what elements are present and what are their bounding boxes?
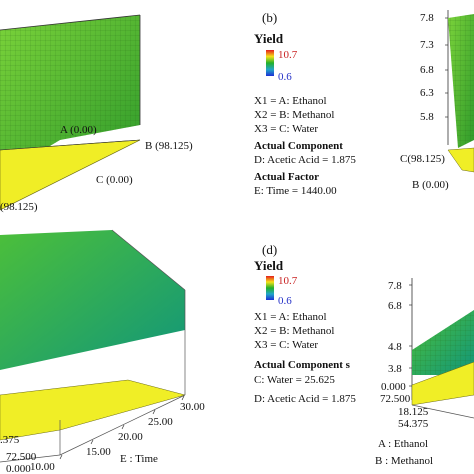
tr-vertex-label-c: C(98.125): [400, 153, 445, 165]
bl-y-tick-partial: .375: [0, 434, 20, 446]
tl-vertex-label-d: (98.125): [0, 201, 38, 213]
panel-bottom-left: 10.00 15.00 20.00 25.00 30.00 E : Time .…: [0, 229, 205, 474]
br-y-tick-label: 54.375: [398, 418, 429, 430]
tr-z-tick-label: 7.8: [420, 12, 434, 24]
tl-base-edge: [0, 139, 141, 151]
panel-d-section1: Actual Component s: [254, 359, 351, 371]
panel-d-line-x2: X2 = B: Methanol: [254, 325, 334, 337]
tl-surface-mesh: [0, 15, 140, 170]
panel-d-legend: (d) Yield 10.7 0.6 X1 = A: Ethanol X2 = …: [254, 242, 356, 405]
bl-surface: [0, 230, 185, 370]
panel-b-line-x1: X1 = A: Ethanol: [254, 95, 327, 107]
br-axis-label-a: A : Ethanol: [378, 438, 428, 450]
br-z-tick-label: 6.8: [388, 300, 402, 312]
bl-y-tick-label: 72.500: [6, 451, 37, 463]
br-y-tick-label: 18.125: [398, 406, 429, 418]
panel-b-colorbar: [266, 50, 274, 76]
tr-surface-mesh: [448, 14, 474, 148]
panel-b-tag: (b): [262, 10, 277, 25]
panel-top-right: 7.8 7.3 6.8 6.3 5.8 C(98.125) B (0.00): [400, 10, 474, 191]
panel-d-legend-min: 0.6: [278, 295, 292, 307]
br-axis-label-b: B : Methanol: [375, 455, 433, 467]
panel-b-line-x2: X2 = B: Methanol: [254, 109, 334, 121]
br-surface-mesh: [412, 310, 474, 375]
br-z-tick-label: 3.8: [388, 363, 402, 375]
br-box-edge: [411, 404, 474, 419]
br-y-tick-label: 72.500: [380, 393, 411, 405]
panel-b-section2-line: E: Time = 1440.00: [254, 185, 337, 197]
br-z-ticks: [409, 284, 412, 387]
bl-y-tick-label: 0.000: [6, 463, 31, 474]
bl-box-edge: [59, 394, 186, 456]
panel-top-left: A (0.00) B (98.125) C (0.00) (98.125): [0, 14, 193, 213]
panel-d-legend-title: Yield: [254, 258, 284, 273]
bl-x-tick-label: 15.00: [86, 446, 111, 458]
bl-x-tick-label: 10.00: [30, 461, 55, 473]
tl-vertex-label-a: A (0.00): [60, 124, 97, 136]
panel-b-legend-title: Yield: [254, 31, 284, 46]
panel-d-line1: C: Water = 25.625: [254, 374, 335, 386]
tl-box-edge: [0, 14, 141, 31]
panel-b-section2: Actual Factor: [254, 171, 319, 183]
br-z-tick-label: 7.8: [388, 280, 402, 292]
bl-x-ticks: [59, 395, 185, 460]
tl-vertex-label-c: C (0.00): [96, 174, 133, 186]
bl-x-tick-label: 20.00: [118, 431, 143, 443]
panel-b-legend: (b) Yield 10.7 0.6 X1 = A: Ethanol X2 = …: [254, 10, 356, 197]
bl-box-edge: [111, 229, 186, 291]
panel-d-line-x1: X1 = A: Ethanol: [254, 311, 327, 323]
panel-b-legend-max: 10.7: [278, 49, 298, 61]
tr-z-tick-label: 5.8: [420, 111, 434, 123]
panel-d-legend-max: 10.7: [278, 275, 298, 287]
br-base-plane: [411, 361, 474, 406]
tr-z-tick-label: 7.3: [420, 39, 434, 51]
bl-x-axis-label: E : Time: [120, 453, 158, 465]
tr-base: [447, 147, 474, 173]
panel-b-legend-min: 0.6: [278, 71, 292, 83]
tl-vertex-label-b: B (98.125): [145, 140, 193, 152]
tr-z-tick-label: 6.3: [420, 87, 434, 99]
panel-b-section1: Actual Component: [254, 140, 343, 152]
bl-base-plane: [0, 379, 186, 441]
br-z-tick-label: 0.000: [381, 381, 406, 393]
bl-x-tick-label: 25.00: [148, 416, 173, 428]
panel-b-section1-line: D: Acetic Acid = 1.875: [254, 154, 356, 166]
tr-z-tick-label: 6.8: [420, 64, 434, 76]
panel-b-line-x3: X3 = C: Water: [254, 123, 318, 135]
bl-box-edge: [0, 454, 61, 463]
tr-vertex-label-b: B (0.00): [412, 179, 449, 191]
panel-d-line-x3: X3 = C: Water: [254, 339, 318, 351]
bl-x-tick-label: 30.00: [180, 401, 205, 413]
tr-z-ticks: [445, 17, 448, 118]
br-z-tick-label: 4.8: [388, 341, 402, 353]
panel-d-colorbar: [266, 276, 274, 300]
panel-bottom-right: 7.8 6.8 4.8 3.8 0.000 72.500 18.125 54.3…: [375, 278, 474, 467]
panel-d-tag: (d): [262, 242, 277, 257]
panel-d-line2: D: Acetic Acid = 1.875: [254, 393, 356, 405]
